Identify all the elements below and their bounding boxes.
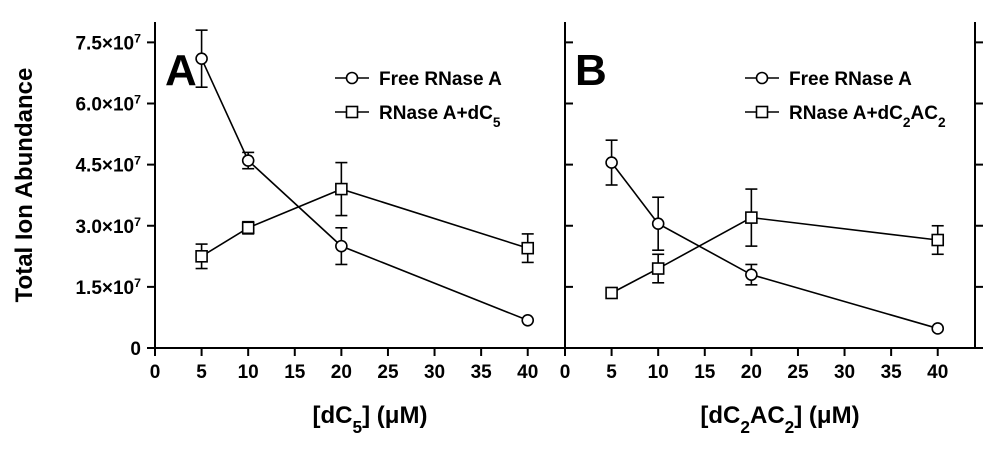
data-point-square xyxy=(651,262,665,275)
data-point-circle xyxy=(931,322,945,335)
legend-label: RNase A+dC5 xyxy=(379,103,501,130)
data-point-square xyxy=(745,211,758,224)
x-axis-title: [dC2AC2] (μM) xyxy=(700,402,859,437)
x-tick-label: 30 xyxy=(834,362,855,383)
panel-b: 0 5 10 15 20 25 30 35 40[dC2AC2] (μM)B Free RNase… xyxy=(560,22,983,437)
series-square xyxy=(195,161,535,270)
legend-label: RNase A+dC2AC2 xyxy=(789,103,946,130)
y-tick-exponent: 7 xyxy=(134,31,141,45)
label-text: [dC xyxy=(313,402,353,429)
label-text: [dC xyxy=(700,402,740,429)
series-circle xyxy=(605,139,945,335)
series-line xyxy=(611,216,938,294)
series-line xyxy=(201,188,528,257)
x-tick-label: 15 xyxy=(694,362,716,383)
y-tick-exponent: 7 xyxy=(134,93,141,107)
data-point-square xyxy=(335,182,348,196)
data-point-circle xyxy=(745,268,758,281)
legend-label: Free RNase A xyxy=(379,69,502,90)
label-text: AC xyxy=(750,402,785,429)
series-square xyxy=(605,188,945,300)
data-point-circle xyxy=(605,156,618,169)
subscript-text: 2 xyxy=(785,417,795,437)
y-tick-exponent: 7 xyxy=(134,154,141,168)
x-tick-label: 20 xyxy=(331,362,352,383)
x-tick-label: 35 xyxy=(471,362,493,383)
y-tick-mantissa: 1.5×10 xyxy=(75,278,134,299)
series-line xyxy=(610,162,938,330)
legend-label: Free RNase A xyxy=(789,69,912,90)
y-tick-label: 0 xyxy=(130,339,141,360)
y-tick-label: 1.5×107 xyxy=(75,276,141,299)
data-point-circle xyxy=(195,52,208,65)
x-tick-label: 25 xyxy=(377,362,399,383)
subscript-text: 2 xyxy=(903,115,911,130)
x-tick-label: 40 xyxy=(517,362,538,383)
x-tick-label: 0 xyxy=(560,362,571,383)
label-text: Free RNase A xyxy=(379,69,502,90)
y-tick-label: 4.5×107 xyxy=(75,154,141,177)
x-tick-label: 30 xyxy=(424,362,445,383)
legend-marker-square xyxy=(345,105,359,119)
legend-marker-square xyxy=(755,105,769,119)
label-text: RNase A+dC xyxy=(789,103,903,124)
x-axis-title: [dC5] (μM) xyxy=(313,402,428,437)
data-point-circle xyxy=(335,239,348,253)
data-point-square xyxy=(195,250,208,263)
x-tick-label: 15 xyxy=(284,362,306,383)
x-tick-label: 0 xyxy=(150,362,161,383)
panel-letter: A xyxy=(165,46,197,95)
x-tick-label: 25 xyxy=(787,362,809,383)
subscript-text: 5 xyxy=(353,417,363,437)
x-tick-label: 10 xyxy=(648,362,669,383)
y-tick-mantissa: 4.5×10 xyxy=(75,156,134,177)
x-tick-label: 35 xyxy=(881,362,903,383)
label-text: ] (μM) xyxy=(794,402,859,429)
x-tick-label: 20 xyxy=(741,362,762,383)
x-tick-label: 10 xyxy=(238,362,259,383)
data-point-square xyxy=(521,241,535,255)
y-tick-label: 3.0×107 xyxy=(75,215,141,238)
series-line xyxy=(200,58,529,322)
y-tick-label: 7.5×107 xyxy=(75,31,141,54)
subscript-text: 2 xyxy=(938,115,946,130)
y-axis-title: Total Ion Abundance xyxy=(11,68,38,303)
y-tick-label: 6.0×107 xyxy=(75,93,141,116)
data-point-square xyxy=(241,221,255,235)
series-circle xyxy=(195,29,535,327)
data-point-circle xyxy=(241,154,255,167)
y-tick-mantissa: 6.0×10 xyxy=(75,95,134,116)
y-tick-exponent: 7 xyxy=(134,276,141,290)
x-tick-label: 5 xyxy=(196,362,207,383)
data-point-square xyxy=(605,286,618,300)
y-tick-mantissa: 0 xyxy=(130,339,141,360)
y-tick-exponent: 7 xyxy=(134,215,141,229)
data-point-circle xyxy=(521,313,535,327)
label-text: AC xyxy=(910,103,938,124)
y-tick-mantissa: 3.0×10 xyxy=(75,217,134,238)
x-tick-label: 40 xyxy=(927,362,948,383)
subscript-text: 2 xyxy=(740,417,750,437)
label-text: RNase A+dC xyxy=(379,103,493,124)
label-text: Free RNase A xyxy=(789,69,912,90)
legend-marker-circle xyxy=(345,71,359,85)
data-point-circle xyxy=(651,217,665,231)
y-tick-mantissa: 7.5×10 xyxy=(75,33,134,54)
legend-marker-circle xyxy=(755,71,769,85)
subscript-text: 5 xyxy=(493,115,501,130)
data-point-square xyxy=(931,233,945,247)
panel-letter: B xyxy=(575,46,607,95)
label-text: ] (μM) xyxy=(362,402,427,429)
x-tick-label: 5 xyxy=(606,362,617,383)
